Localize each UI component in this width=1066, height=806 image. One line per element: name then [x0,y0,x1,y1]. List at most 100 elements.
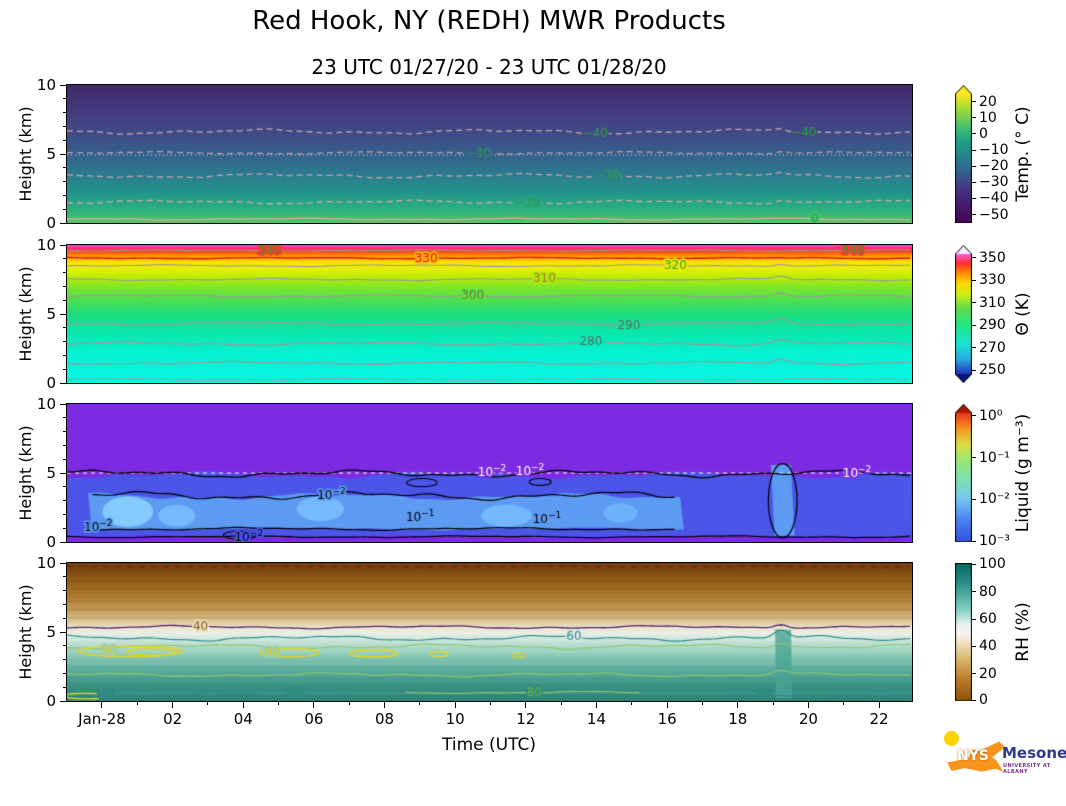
colorbar-tick-label: 10 [979,109,997,126]
colorbar-tick-label: 10⁻³ [979,533,1010,550]
y-minor-tick [63,368,66,370]
colorbar-tick-label: −30 [979,174,1009,191]
y-minor-tick [63,686,66,688]
y-minor-tick [63,513,66,515]
y-tick-label: 10 [36,236,56,254]
colorbar-relative-humidity [955,563,972,701]
y-tick-label: 0 [46,214,56,232]
y-tick-label: 0 [46,692,56,710]
x-tick-label: 12 [516,710,536,728]
y-tick [60,562,66,564]
colorbar-tick [972,699,976,701]
x-tick-label: 16 [657,710,677,728]
colorbar-tick [972,563,976,565]
x-tick [878,702,880,708]
y-minor-tick [63,645,66,647]
y-tick-label: 10 [36,395,56,413]
colorbar-potential-temperature [955,245,972,383]
x-tick-label: 04 [233,710,253,728]
liquid-heatmap-canvas [67,404,912,542]
theta-heatmap-canvas [67,245,912,383]
x-tick-label: Jan-28 [78,710,126,728]
colorbar-tick [972,415,976,417]
x-tick [172,702,174,708]
x-tick [313,702,315,708]
colorbar-tick [972,165,976,167]
y-minor-tick [63,659,66,661]
colorbar-tick-label: 10⁰ [979,407,1003,424]
y-tick [60,84,66,86]
y-minor-tick [63,500,66,502]
colorbar-tick-label: 290 [979,317,1006,334]
y-minor-tick [63,139,66,141]
x-tick-label: 06 [304,710,324,728]
x-minor-tick [207,702,209,705]
y-minor-tick [63,444,66,446]
y-minor-tick [63,417,66,419]
colorbar-tick [972,214,976,216]
x-tick [384,702,386,708]
colorbar-tick-label: 350 [979,249,1006,266]
x-tick-label: 14 [586,710,607,728]
x-minor-tick [772,702,774,705]
y-tick-label: 0 [46,374,56,392]
y-minor-tick [63,167,66,169]
logo-mesonet-text: Mesonet [1002,744,1066,762]
colorbar-tick [972,324,976,326]
y-tick-label: 10 [36,554,56,572]
colorbar-tick-label: −20 [979,158,1009,175]
colorbar-label-liquid: Liquid (g m⁻³) [1013,413,1033,533]
colorbar-tick-label: −50 [979,206,1009,223]
colorbar-tick-label: −10 [979,142,1009,159]
colorbar-tick [972,117,976,119]
x-minor-tick [631,702,633,705]
figure-subtitle: 23 UTC 01/27/20 - 23 UTC 01/28/20 [311,55,667,79]
x-tick-label: 18 [728,710,748,728]
colorbar-tick-label: 250 [979,362,1006,379]
colorbar-tick [972,457,976,458]
y-tick-label: 0 [46,533,56,551]
colorbar-tick [972,279,976,281]
y-tick-label: 10 [36,76,56,94]
colorbar-temperature [955,85,972,223]
figure-title: Red Hook, NY (REDH) MWR Products [252,6,726,36]
colorbar-tick [972,149,976,151]
panel-liquid [66,403,913,543]
colorbar-tick-label: 60 [979,611,997,628]
x-minor-tick [419,702,421,705]
colorbar-tick-label: −40 [979,190,1009,207]
y-minor-tick [63,327,66,329]
colorbar-tick [972,347,976,349]
y-minor-tick [63,458,66,460]
x-tick [666,702,668,708]
colorbar-tick-label: 100 [979,556,1006,573]
colorbar-tick [972,540,976,542]
colorbar-label-rh: RH (%) [1013,602,1033,662]
logo-tagline: UNIVERSITY AT ALBANY [1003,763,1051,775]
sun-icon [944,731,959,746]
y-tick [60,313,66,315]
x-minor-tick [348,702,350,705]
x-tick-label: 20 [798,710,818,728]
y-minor-tick [63,194,66,196]
y-tick [60,700,66,702]
y-tick [60,382,66,384]
x-tick [807,702,809,708]
y-tick [60,472,66,474]
x-minor-tick [843,702,845,705]
colorbar-liquid [955,404,972,542]
x-minor-tick [560,702,562,705]
y-tick [60,541,66,543]
colorbar-tick [972,302,976,304]
colorbar-tick-label: 20 [979,665,997,682]
rh-heatmap-canvas [67,563,912,701]
y-minor-tick [63,590,66,592]
x-tick-label: 10 [445,710,465,728]
colorbar-tick-label: 40 [979,638,997,655]
colorbar-tick [972,591,976,593]
logo-nys-text: NYS [957,748,989,764]
y-tick-label: 5 [46,145,56,163]
x-tick [737,702,739,708]
y-minor-tick [63,208,66,210]
x-tick-label: 22 [869,710,889,728]
